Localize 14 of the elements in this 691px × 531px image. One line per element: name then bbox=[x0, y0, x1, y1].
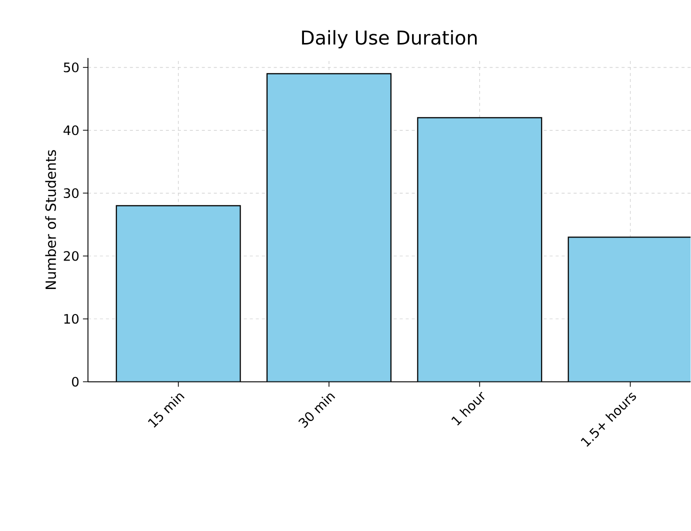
bar bbox=[418, 118, 542, 382]
y-axis-title: Number of Students bbox=[45, 150, 56, 290]
y-tick-label: 30 bbox=[64, 188, 79, 198]
bar bbox=[116, 206, 240, 382]
chart-title: Daily Use Duration bbox=[302, 30, 477, 49]
y-tick-label: 50 bbox=[64, 62, 79, 72]
y-tick-label: 10 bbox=[64, 314, 79, 324]
x-tick-label: 30 min bbox=[298, 394, 336, 428]
y-tick-label: 40 bbox=[64, 126, 79, 136]
bar bbox=[568, 236, 691, 382]
x-tick-label: 15 min bbox=[148, 394, 185, 428]
bar bbox=[267, 74, 391, 382]
y-tick-label: 20 bbox=[64, 251, 79, 262]
y-tick-label: 0 bbox=[72, 377, 79, 387]
